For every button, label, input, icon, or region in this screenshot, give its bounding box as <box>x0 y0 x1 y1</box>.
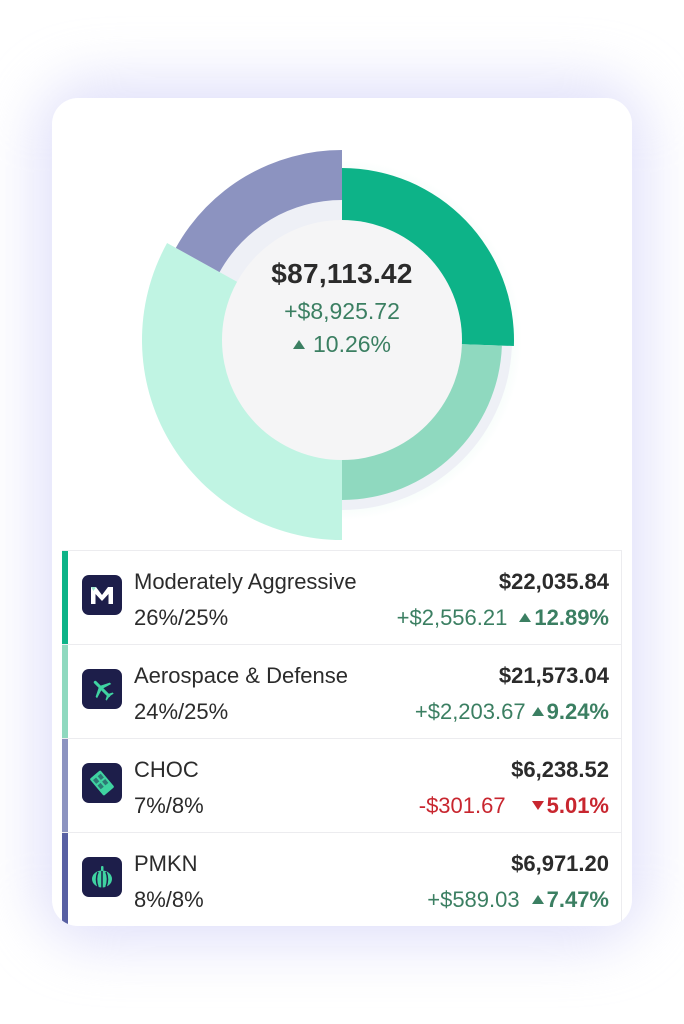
slice-aerospace-defense <box>342 344 502 500</box>
holding-allocation: 24%/25% <box>134 699 229 724</box>
holding-allocation: 26%/25% <box>134 605 229 630</box>
holding-change: +$589.03 7.47% <box>427 887 609 913</box>
holding-allocation: 7%/8% <box>134 793 204 818</box>
holding-change-amount: +$589.03 <box>427 887 520 912</box>
holding-change-percent: 9.24% <box>546 699 609 724</box>
holding-value: $6,971.20 <box>511 851 609 876</box>
m-logo-icon <box>82 575 122 615</box>
holding-row-aerospace-defense[interactable]: Aerospace & Defense 24%/25% $21,573.04 +… <box>62 645 622 739</box>
chart-center <box>222 220 462 460</box>
allocation-color-bar <box>62 551 68 644</box>
holding-change-percent: 7.47% <box>546 887 609 912</box>
holdings-list: Moderately Aggressive 26%/25% $22,035.84… <box>62 550 622 926</box>
allocation-color-bar <box>62 739 68 832</box>
holding-name: PMKN <box>134 851 198 876</box>
holding-change: +$2,203.67 9.24% <box>415 699 609 725</box>
arrow-up-icon <box>531 707 544 716</box>
holding-name: Moderately Aggressive <box>134 569 357 594</box>
portfolio-summary: $87,113.42 +$8,925.72 10.26% <box>222 258 462 358</box>
holding-row-choc[interactable]: CHOC 7%/8% $6,238.52 -$301.67 5.01% <box>62 739 622 833</box>
holding-change-amount: +$2,203.67 <box>414 699 526 724</box>
allocation-color-bar <box>62 833 68 926</box>
arrow-up-icon <box>292 340 305 349</box>
holding-value: $21,573.04 <box>498 663 609 688</box>
chocolate-bar-icon <box>82 763 122 803</box>
holding-allocation: 8%/8% <box>134 887 204 912</box>
slice-other <box>141 243 342 540</box>
holding-change-amount: +$2,556.21 <box>396 605 508 630</box>
holding-change-amount: -$301.67 <box>418 793 506 818</box>
holding-change: +$2,556.21 12.89% <box>397 605 609 631</box>
portfolio-card: $87,113.42 +$8,925.72 10.26% Moderately … <box>52 98 632 926</box>
holding-change-percent: 5.01% <box>546 793 609 818</box>
holding-row-pmkn[interactable]: PMKN 8%/8% $6,971.20 +$589.03 7.47% <box>62 833 622 926</box>
slice-choc <box>175 150 342 273</box>
holding-row-moderately-aggressive[interactable]: Moderately Aggressive 26%/25% $22,035.84… <box>62 551 622 645</box>
airplane-icon <box>82 669 122 709</box>
arrow-down-icon <box>531 801 544 810</box>
total-percent: 10.26% <box>222 331 462 358</box>
total-percent-value: 10.26% <box>312 331 391 357</box>
allocation-chart: $87,113.42 +$8,925.72 10.26% <box>52 98 632 548</box>
holding-change-percent: 12.89% <box>534 605 609 630</box>
allocation-color-bar <box>62 645 68 738</box>
total-value: $87,113.42 <box>271 258 413 289</box>
holding-name: Aerospace & Defense <box>134 663 349 688</box>
donut-chart <box>141 150 522 540</box>
total-gain: +$8,925.72 <box>284 298 400 324</box>
pumpkin-icon <box>82 857 122 897</box>
holding-change: -$301.67 5.01% <box>419 793 609 819</box>
holding-name: CHOC <box>134 757 199 782</box>
arrow-up-icon <box>519 613 532 622</box>
holding-value: $6,238.52 <box>511 757 609 782</box>
arrow-up-icon <box>531 895 544 904</box>
holding-value: $22,035.84 <box>498 569 609 594</box>
